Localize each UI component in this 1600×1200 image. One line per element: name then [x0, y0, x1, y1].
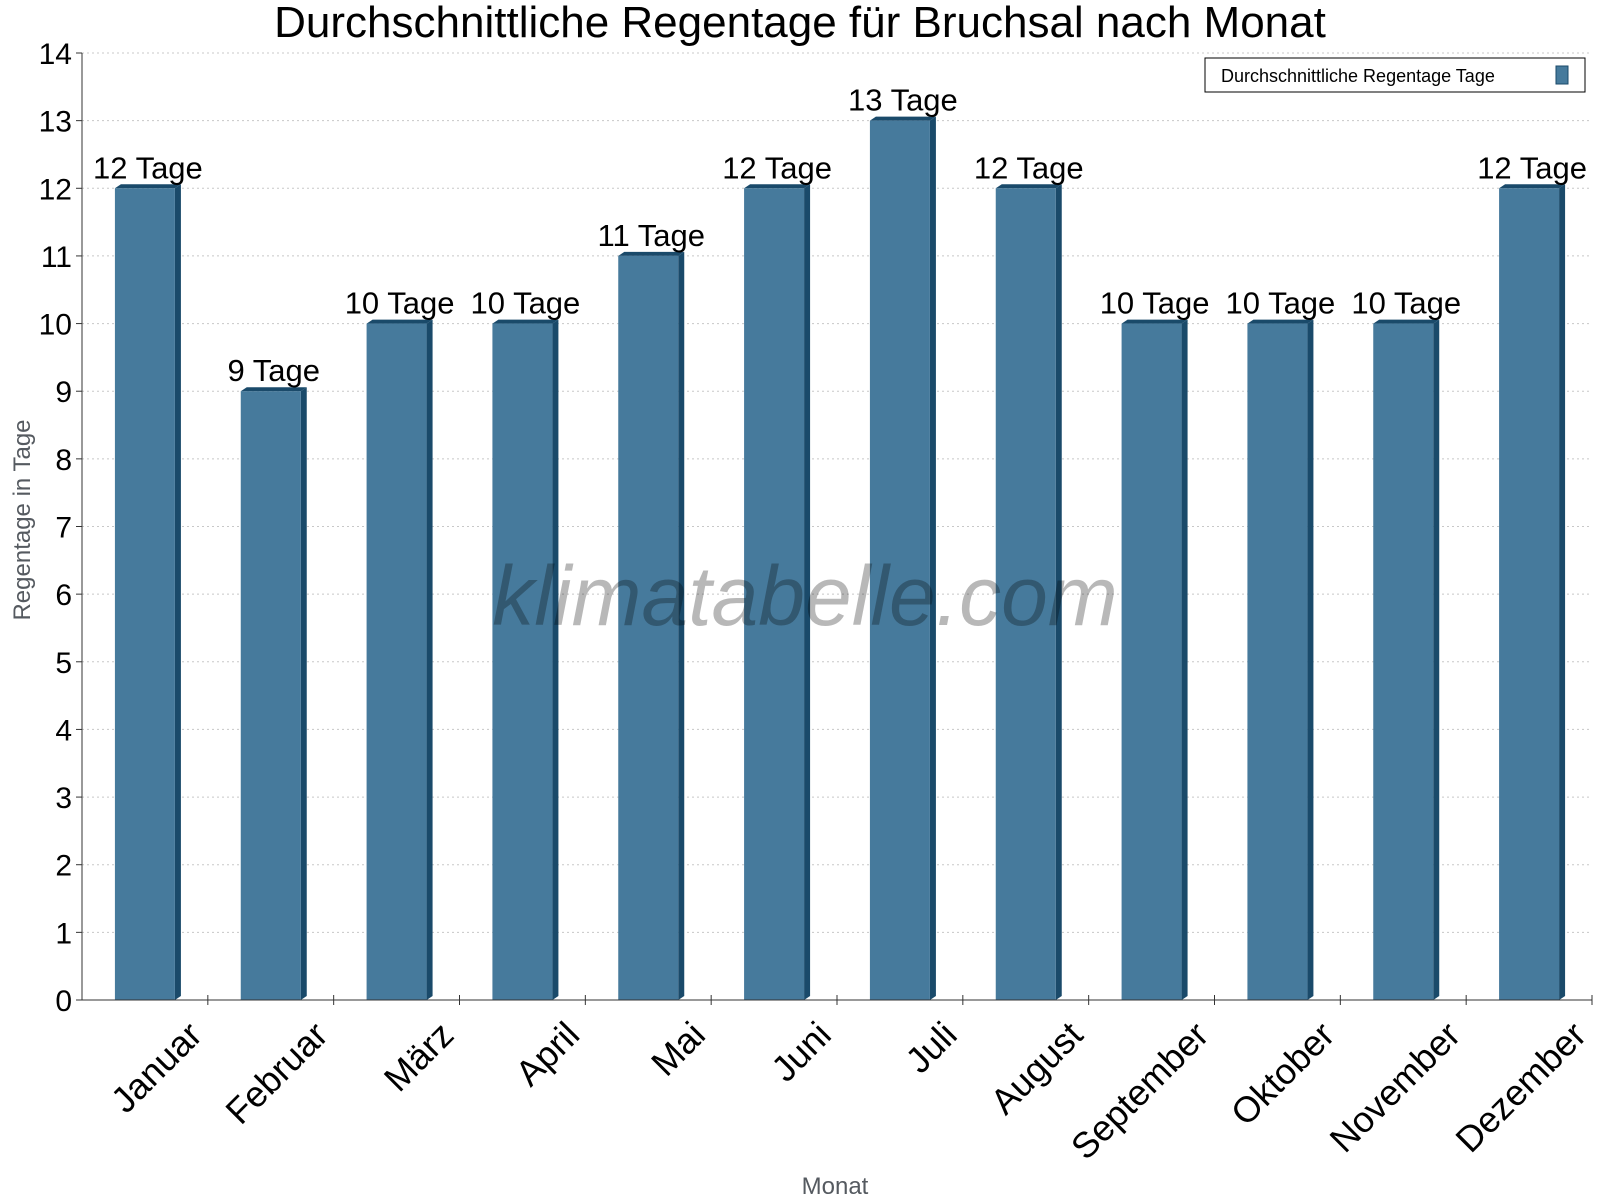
- bar: [618, 255, 679, 1000]
- bar-top: [869, 116, 936, 121]
- bar-side: [300, 387, 307, 1000]
- bar: [1121, 323, 1182, 1001]
- bar-top: [618, 251, 685, 256]
- bar-side: [174, 184, 181, 1001]
- x-tick-label: November: [1322, 1014, 1468, 1160]
- grid: [82, 52, 1592, 933]
- y-tick-label: 14: [39, 38, 72, 71]
- x-tick-label: Juli: [897, 1014, 964, 1081]
- data-label: 10 Tage: [1100, 286, 1210, 321]
- legend: Durchschnittliche Regentage Tage: [1204, 57, 1586, 93]
- bar-side: [552, 319, 559, 1001]
- data-labels: 12 Tage 9 Tage 10 Tage 10 Tage 11 Tage 12 Tag…: [93, 83, 1587, 389]
- bar-top: [1499, 184, 1566, 189]
- bar-side: [1307, 319, 1314, 1001]
- x-tick-label: Dezember: [1447, 1014, 1593, 1160]
- y-tick-label: 4: [55, 714, 72, 747]
- bar-top: [995, 184, 1062, 189]
- data-label: 12 Tage: [974, 150, 1084, 185]
- data-label: 10 Tage: [345, 286, 455, 321]
- bar-side: [1433, 319, 1440, 1001]
- legend-swatch: [1555, 65, 1569, 85]
- data-label: 12 Tage: [93, 150, 203, 185]
- bar: [744, 188, 805, 1001]
- legend-box: [1204, 57, 1586, 93]
- bar: [1373, 323, 1434, 1001]
- x-tick-label: Februar: [217, 1014, 335, 1132]
- y-tick-label: 3: [55, 782, 72, 815]
- y-tick-label: 12: [39, 173, 72, 206]
- bar: [492, 323, 553, 1001]
- bar-top: [240, 387, 307, 392]
- bar-top: [744, 184, 811, 189]
- x-tick-label: August: [982, 1014, 1090, 1122]
- bar-side: [804, 184, 811, 1001]
- data-label: 9 Tage: [227, 353, 320, 388]
- bar-top: [492, 319, 559, 324]
- x-tick-label: März: [376, 1014, 462, 1100]
- x-axis-label: Monat: [802, 1173, 869, 1200]
- bar-top: [114, 184, 181, 189]
- x-tick-label: Mai: [643, 1014, 713, 1084]
- y-tick-label: 6: [55, 579, 72, 612]
- legend-label: Durchschnittliche Regentage Tage: [1221, 66, 1495, 86]
- y-tick-label: 8: [55, 444, 72, 477]
- data-label: 12 Tage: [1477, 150, 1587, 185]
- data-label: 10 Tage: [1351, 286, 1461, 321]
- x-tick-label: April: [507, 1014, 587, 1094]
- bars: [114, 116, 1566, 1001]
- bar-top: [366, 319, 433, 324]
- data-label: 11 Tage: [598, 218, 705, 253]
- bar-top: [1121, 319, 1188, 324]
- bar: [1499, 188, 1560, 1001]
- x-tick-label: September: [1063, 1014, 1217, 1168]
- bar: [240, 391, 301, 1000]
- y-tick-label: 11: [41, 241, 72, 274]
- x-tick-label: Juni: [763, 1014, 839, 1090]
- bar-side: [426, 319, 433, 1001]
- y-tick-label: 7: [55, 512, 72, 545]
- y-tick-label: 5: [55, 647, 72, 680]
- data-label: 10 Tage: [471, 286, 581, 321]
- bar-top: [1247, 319, 1314, 324]
- bar: [114, 188, 175, 1001]
- y-tick-label: 0: [55, 985, 72, 1018]
- y-tick-label: 10: [39, 309, 72, 342]
- y-axis-label: Regentage in Tage: [9, 419, 36, 620]
- bar-side: [1181, 319, 1188, 1001]
- bar-side: [929, 116, 936, 1000]
- y-tick-label: 13: [39, 106, 72, 139]
- y-tick-label: 1: [55, 917, 72, 950]
- data-label: 12 Tage: [722, 150, 832, 185]
- bar-side: [678, 251, 685, 1000]
- bar: [1247, 323, 1308, 1001]
- bar: [366, 323, 427, 1001]
- bar: [995, 188, 1056, 1001]
- bar: [869, 120, 930, 1000]
- bar-top: [1373, 319, 1440, 324]
- watermark: klimatabelle.com: [492, 549, 1118, 643]
- chart-title: Durchschnittliche Regentage für Bruchsal…: [274, 0, 1326, 47]
- y-tick-label: 9: [55, 376, 72, 409]
- x-tick-label: Januar: [103, 1014, 210, 1121]
- data-label: 13 Tage: [848, 83, 958, 118]
- data-label: 10 Tage: [1226, 286, 1336, 321]
- bar-side: [1055, 184, 1062, 1001]
- bar-side: [1559, 184, 1566, 1001]
- x-tick-label: Oktober: [1223, 1014, 1343, 1134]
- y-tick-label: 2: [55, 850, 72, 883]
